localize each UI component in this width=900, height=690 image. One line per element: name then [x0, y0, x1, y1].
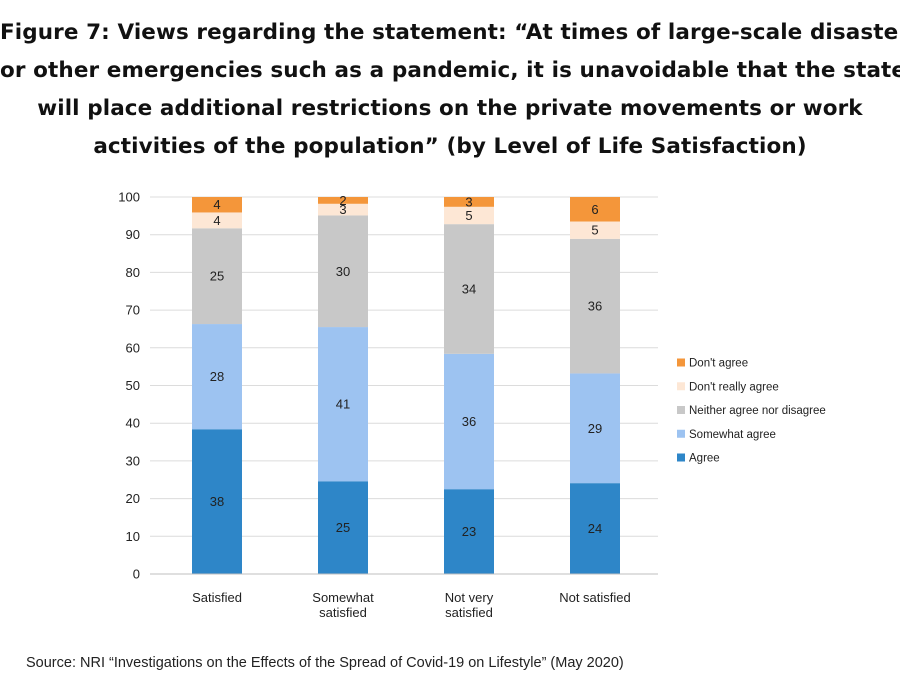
data-label: 41	[336, 397, 350, 412]
data-label: 34	[462, 281, 476, 296]
data-label: 36	[462, 414, 476, 429]
x-tick-label: Somewhat	[312, 590, 374, 605]
data-label: 36	[588, 299, 602, 314]
data-label: 5	[465, 208, 472, 223]
bars	[192, 197, 620, 574]
bar-segment	[192, 197, 242, 213]
y-tick-label: 60	[126, 340, 140, 355]
legend-label: Don't really agree	[689, 381, 779, 393]
y-tick-label: 90	[126, 227, 140, 242]
y-tick-label: 100	[118, 190, 140, 205]
data-label: 29	[588, 421, 602, 436]
bar-segment	[570, 483, 620, 574]
y-tick-label: 80	[126, 265, 140, 280]
bar-segment	[192, 228, 242, 325]
data-label: 5	[591, 223, 598, 238]
data-label: 25	[336, 520, 350, 535]
y-tick-label: 0	[133, 567, 140, 582]
data-label: 38	[210, 494, 224, 509]
data-label: 25	[210, 269, 224, 284]
legend-label: Somewhat agree	[689, 429, 776, 441]
legend-label: Neither agree nor disagree	[689, 405, 826, 417]
data-label: 4	[213, 213, 220, 228]
bar-segment	[192, 212, 242, 229]
chart-title-line-3: will place additional restrictions on th…	[37, 96, 863, 121]
chart-title-line-2: or other emergencies such as a pandemic,…	[0, 58, 900, 83]
data-label: 4	[213, 197, 220, 212]
data-label: 2	[339, 193, 346, 208]
bar-segment	[318, 481, 368, 574]
legend-swatch	[677, 429, 685, 438]
legend-swatch	[677, 358, 685, 367]
bar-segment	[444, 197, 494, 207]
y-tick-label: 30	[126, 453, 140, 468]
x-tick-label: Not satisfied	[559, 590, 631, 605]
data-label: 3	[465, 194, 472, 209]
data-label: 3	[339, 202, 346, 217]
bar-segment	[444, 206, 494, 225]
bar-segment	[318, 203, 368, 216]
bar-segment	[570, 238, 620, 374]
x-tick-label: Satisfied	[192, 590, 242, 605]
y-tick-label: 20	[126, 491, 140, 506]
y-tick-label: 10	[126, 529, 140, 544]
bar-segment	[570, 221, 620, 239]
bar-segment	[318, 197, 368, 204]
data-label: 28	[210, 369, 224, 384]
data-label: 24	[588, 521, 602, 536]
bar-segment	[318, 215, 368, 328]
bar-segment	[570, 373, 620, 484]
x-tick-label: satisfied	[445, 605, 493, 620]
y-tick-label: 50	[126, 378, 140, 393]
legend-swatch	[677, 453, 685, 462]
data-label: 6	[591, 202, 598, 217]
y-tick-label: 40	[126, 416, 140, 431]
bar-segment	[570, 197, 620, 222]
x-tick-label: satisfied	[319, 605, 367, 620]
legend: Don't agree Don't really agree Neither agr…	[677, 358, 826, 465]
legend-label: Don't agree	[689, 358, 748, 370]
x-tick-label: Not very	[445, 590, 494, 605]
data-label: 30	[336, 264, 350, 279]
bar-segment	[444, 489, 494, 574]
legend-swatch	[677, 406, 685, 414]
source-note: Source: NRI “Investigations on the Effec…	[26, 655, 624, 671]
data-label: 23	[462, 524, 476, 539]
chart-title-line-1: Figure 7: Views regarding the statement:…	[0, 20, 900, 45]
legend-label: Agree	[689, 453, 720, 465]
chart-title-line-4: activities of the population” (by Level …	[93, 134, 807, 159]
y-tick-label: 70	[126, 303, 140, 318]
bar-segment	[192, 429, 242, 574]
chart-title: Figure 7: Views regarding the statement:…	[0, 14, 900, 166]
bar-segment	[444, 224, 494, 354]
bar-segment	[444, 353, 494, 490]
bar-segment	[192, 324, 242, 430]
legend-swatch	[677, 382, 685, 391]
bar-segment	[318, 327, 368, 482]
